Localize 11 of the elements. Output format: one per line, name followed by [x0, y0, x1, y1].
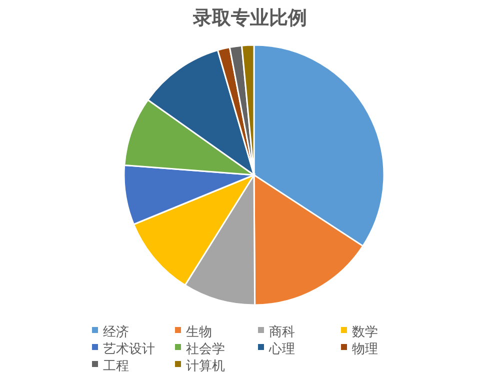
- legend-label: 艺术设计: [103, 342, 155, 357]
- legend-label: 工程: [103, 359, 129, 374]
- legend-label: 计算机: [186, 359, 225, 374]
- legend-label: 经济: [103, 325, 129, 340]
- legend-label: 数学: [352, 325, 378, 340]
- legend-label: 物理: [352, 342, 378, 357]
- chart-title: 录取专业比例: [192, 7, 307, 29]
- legend-label: 心理: [268, 341, 295, 357]
- legend-label: 生物: [186, 325, 212, 340]
- legend-label: 社会学: [186, 342, 225, 357]
- legend-label: 商科: [269, 325, 295, 340]
